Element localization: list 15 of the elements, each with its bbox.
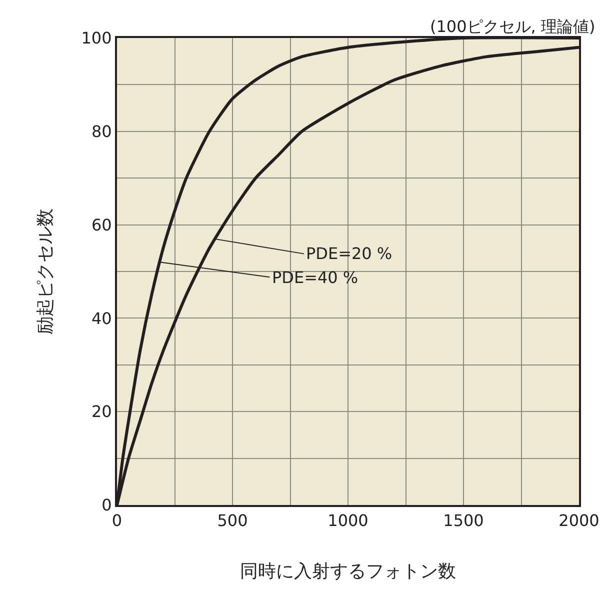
y-tick-label: 20: [91, 402, 112, 422]
text: (100ピクセル, 理論値): [430, 17, 596, 36]
y-axis-title: 励起ピクセル数: [34, 208, 56, 334]
x-axis-title: 同時に入射するフォトン数: [240, 560, 456, 582]
y-tick-label: 0: [102, 496, 112, 515]
x-tick-label: 2000: [558, 511, 600, 530]
y-tick-label: 40: [91, 308, 112, 328]
x-tick-label: 1000: [328, 511, 368, 530]
annotation: PDE=20 %: [306, 244, 392, 263]
y-tick-label: 80: [91, 122, 112, 141]
x-tick-label: 500: [217, 511, 248, 530]
y-tick-label: 60: [91, 215, 112, 234]
x-tick-label: 1500: [443, 511, 484, 530]
y-tick-label: 100: [81, 28, 112, 48]
annotation: PDE=40 %: [272, 268, 358, 287]
